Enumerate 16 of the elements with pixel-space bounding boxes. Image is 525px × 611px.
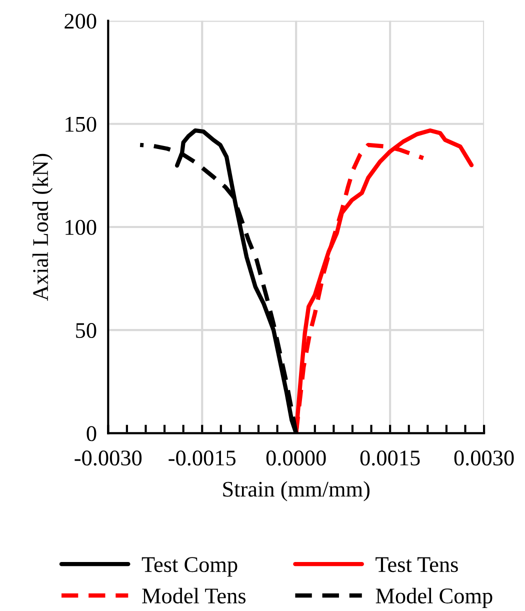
y-tick-label: 150 xyxy=(66,116,96,132)
y-tick-label: 50 xyxy=(76,323,96,338)
x-tick-label: -0.0030 xyxy=(74,450,142,466)
legend-label: Test Comp xyxy=(142,557,238,577)
legend-label: Model Tens xyxy=(142,588,246,604)
x-axis-title: Strain (mm/mm) xyxy=(223,481,370,502)
y-tick-label: 100 xyxy=(66,220,96,235)
y-tick-label: 200 xyxy=(64,14,96,29)
x-tick-label: 0.0030 xyxy=(454,450,514,466)
x-tick-label: 0.0000 xyxy=(266,450,326,466)
x-tick-label: -0.0015 xyxy=(168,450,236,466)
x-tick-label: 0.0015 xyxy=(360,450,420,466)
legend-label: Test Tens xyxy=(376,557,458,572)
legend-label: Model Comp xyxy=(376,588,492,608)
y-tick-label: 0 xyxy=(86,426,96,442)
y-axis-title: Axial Load (kN) xyxy=(32,154,53,301)
